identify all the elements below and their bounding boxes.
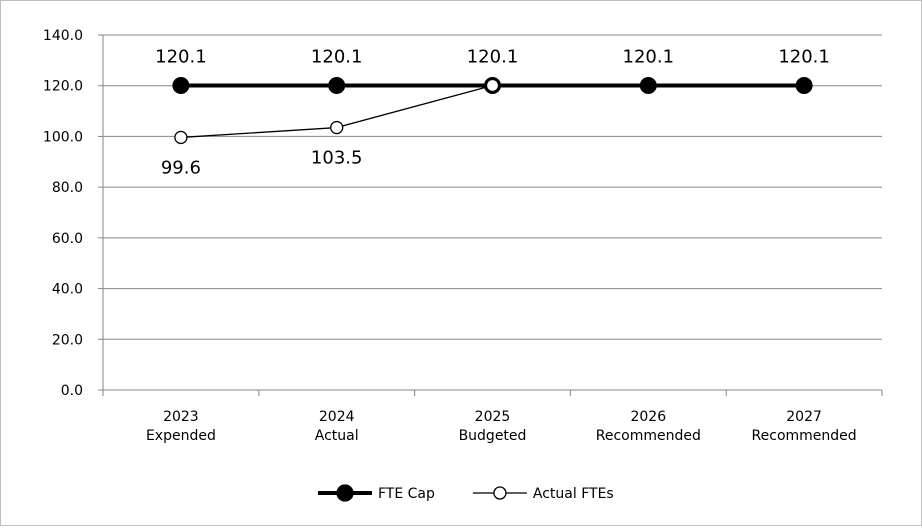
x-tick-label: 2026 Recommended (596, 409, 701, 444)
x-tick-label-line: Recommended (752, 428, 857, 444)
data-point (795, 76, 813, 94)
y-tick-label: 60.0 (52, 231, 83, 247)
x-tick-label: 2024 Actual (315, 409, 359, 444)
x-tick-label-line: Expended (146, 428, 216, 444)
y-tick-label: 100.0 (43, 129, 83, 145)
x-tick-label-line: 2027 (786, 409, 822, 425)
legend-label: Actual FTEs (533, 486, 614, 502)
data-point (485, 78, 500, 93)
data-point (174, 130, 188, 145)
data-label: 120.1 (467, 46, 519, 67)
x-tick-label-line: Actual (315, 428, 359, 444)
y-tick-label: 20.0 (52, 332, 83, 348)
x-tick-label-line: 2024 (319, 409, 355, 425)
y-tick-label: 80.0 (52, 180, 83, 196)
y-tick-label: 120.0 (43, 79, 83, 95)
data-label: 103.5 (311, 148, 363, 169)
y-tick-label: 0.0 (61, 383, 83, 399)
x-tick-label-line: Recommended (596, 428, 701, 444)
data-point (172, 76, 190, 94)
x-tick-label: 2027 Recommended (752, 409, 857, 444)
x-tick-label-line: Budgeted (459, 428, 527, 444)
x-tick-label-line: 2023 (163, 409, 199, 425)
data-label: 120.1 (623, 46, 675, 67)
legend-marker (493, 486, 507, 500)
x-tick-label: 2023 Expended (146, 409, 216, 444)
legend-label: FTE Cap (378, 486, 435, 502)
data-point (330, 120, 344, 135)
x-tick-label: 2025 Budgeted (459, 409, 527, 444)
y-tick-label: 40.0 (52, 282, 83, 298)
data-label: 120.1 (311, 46, 363, 67)
y-tick-label: 140.0 (43, 28, 83, 44)
data-point (328, 76, 346, 94)
data-label: 99.6 (161, 157, 201, 178)
x-tick-label-line: 2025 (475, 409, 511, 425)
data-point (639, 76, 657, 94)
data-label: 120.1 (155, 46, 207, 67)
legend-marker (336, 484, 354, 502)
data-label: 120.1 (778, 46, 830, 67)
x-tick-label-line: 2026 (630, 409, 666, 425)
